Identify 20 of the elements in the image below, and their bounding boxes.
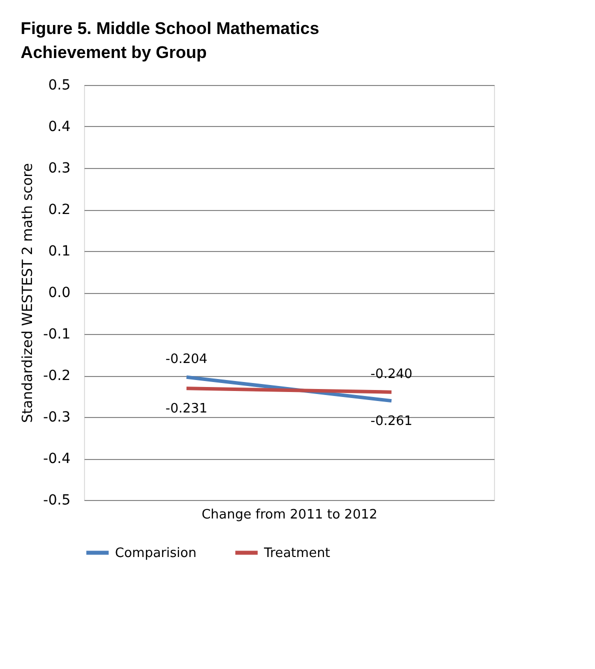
x-axis-title: Change from 2011 to 2012 (202, 508, 378, 522)
y-tick-label: 0.5 (48, 78, 70, 94)
data-label: -0.204 (166, 352, 208, 368)
y-tick-label: -0.5 (43, 492, 70, 508)
y-tick-label: 0.0 (48, 285, 70, 301)
y-axis-title: Standardized WESTEST 2 math score (20, 163, 36, 423)
data-label: -0.240 (370, 367, 412, 382)
y-tick-label: -0.3 (43, 410, 70, 426)
y-tick-label: 0.3 (48, 160, 70, 176)
chart-title: Figure 5. Middle School Mathematics Achievement by Group (20, 19, 320, 62)
data-label: -0.231 (166, 401, 208, 416)
y-tick-label: -0.2 (43, 368, 70, 384)
data-label: -0.261 (370, 414, 412, 429)
y-tick-label: -0.1 (43, 326, 70, 342)
y-tick-label: 0.2 (48, 202, 70, 218)
y-tick-label: 0.1 (48, 244, 70, 260)
legend-label: Comparision (115, 546, 196, 561)
y-tick-label: 0.4 (48, 119, 71, 135)
y-tick-label: -0.4 (43, 451, 71, 467)
legend-label: Treatment (263, 546, 330, 561)
